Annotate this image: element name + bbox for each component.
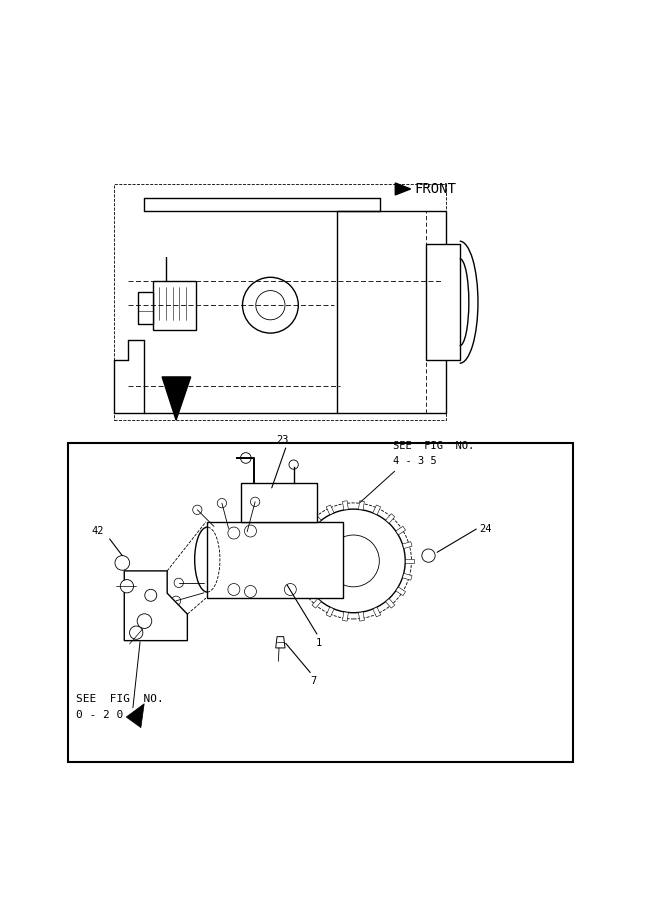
- Polygon shape: [373, 608, 381, 616]
- Polygon shape: [293, 559, 301, 563]
- Polygon shape: [275, 636, 285, 648]
- Circle shape: [245, 586, 256, 598]
- Polygon shape: [402, 573, 412, 580]
- Polygon shape: [386, 514, 395, 523]
- Text: 23: 23: [276, 435, 289, 445]
- Polygon shape: [124, 571, 187, 641]
- Text: 7: 7: [310, 677, 317, 687]
- Bar: [426, 244, 460, 360]
- Circle shape: [120, 580, 133, 593]
- Polygon shape: [406, 559, 414, 563]
- Polygon shape: [358, 500, 364, 510]
- Text: 1: 1: [315, 638, 322, 648]
- Polygon shape: [343, 612, 348, 621]
- Text: 4 - 3 5: 4 - 3 5: [394, 456, 437, 466]
- Polygon shape: [396, 183, 411, 195]
- Circle shape: [284, 583, 296, 596]
- Text: FRONT: FRONT: [414, 182, 456, 196]
- Polygon shape: [402, 542, 412, 549]
- Circle shape: [422, 549, 435, 562]
- Text: 24: 24: [480, 524, 492, 534]
- Text: 42: 42: [92, 526, 104, 536]
- Bar: [68, 444, 573, 762]
- Circle shape: [255, 291, 285, 319]
- Polygon shape: [326, 608, 334, 616]
- Polygon shape: [295, 573, 304, 580]
- Text: SEE  FIG  NO.: SEE FIG NO.: [394, 441, 474, 451]
- Circle shape: [301, 509, 406, 613]
- Bar: [114, 184, 446, 420]
- Circle shape: [327, 535, 380, 587]
- Circle shape: [129, 626, 143, 639]
- Bar: [207, 522, 344, 599]
- Circle shape: [243, 277, 298, 333]
- Bar: [241, 483, 317, 522]
- Polygon shape: [162, 377, 191, 420]
- Circle shape: [241, 453, 251, 464]
- Polygon shape: [396, 587, 406, 596]
- Polygon shape: [301, 587, 311, 596]
- Circle shape: [193, 505, 202, 515]
- Polygon shape: [343, 500, 348, 510]
- Polygon shape: [386, 598, 395, 608]
- Polygon shape: [358, 612, 364, 621]
- Polygon shape: [312, 514, 321, 523]
- Bar: [337, 211, 446, 413]
- Circle shape: [171, 596, 181, 606]
- Polygon shape: [373, 505, 381, 515]
- Circle shape: [217, 499, 227, 508]
- Circle shape: [174, 578, 183, 588]
- Bar: [153, 281, 196, 330]
- Circle shape: [245, 525, 256, 537]
- Polygon shape: [301, 526, 311, 535]
- Polygon shape: [295, 542, 304, 549]
- Circle shape: [137, 614, 152, 628]
- Circle shape: [289, 460, 298, 469]
- Circle shape: [145, 590, 157, 601]
- Polygon shape: [312, 598, 321, 608]
- Text: 0 - 2 0: 0 - 2 0: [77, 710, 123, 720]
- Circle shape: [228, 527, 240, 539]
- Circle shape: [228, 583, 240, 596]
- Text: SEE  FIG  NO.: SEE FIG NO.: [77, 694, 164, 704]
- Circle shape: [251, 497, 259, 507]
- Polygon shape: [396, 526, 406, 535]
- Circle shape: [115, 555, 129, 571]
- Circle shape: [295, 503, 412, 619]
- Polygon shape: [326, 505, 334, 515]
- Bar: [138, 292, 153, 324]
- Polygon shape: [126, 704, 144, 727]
